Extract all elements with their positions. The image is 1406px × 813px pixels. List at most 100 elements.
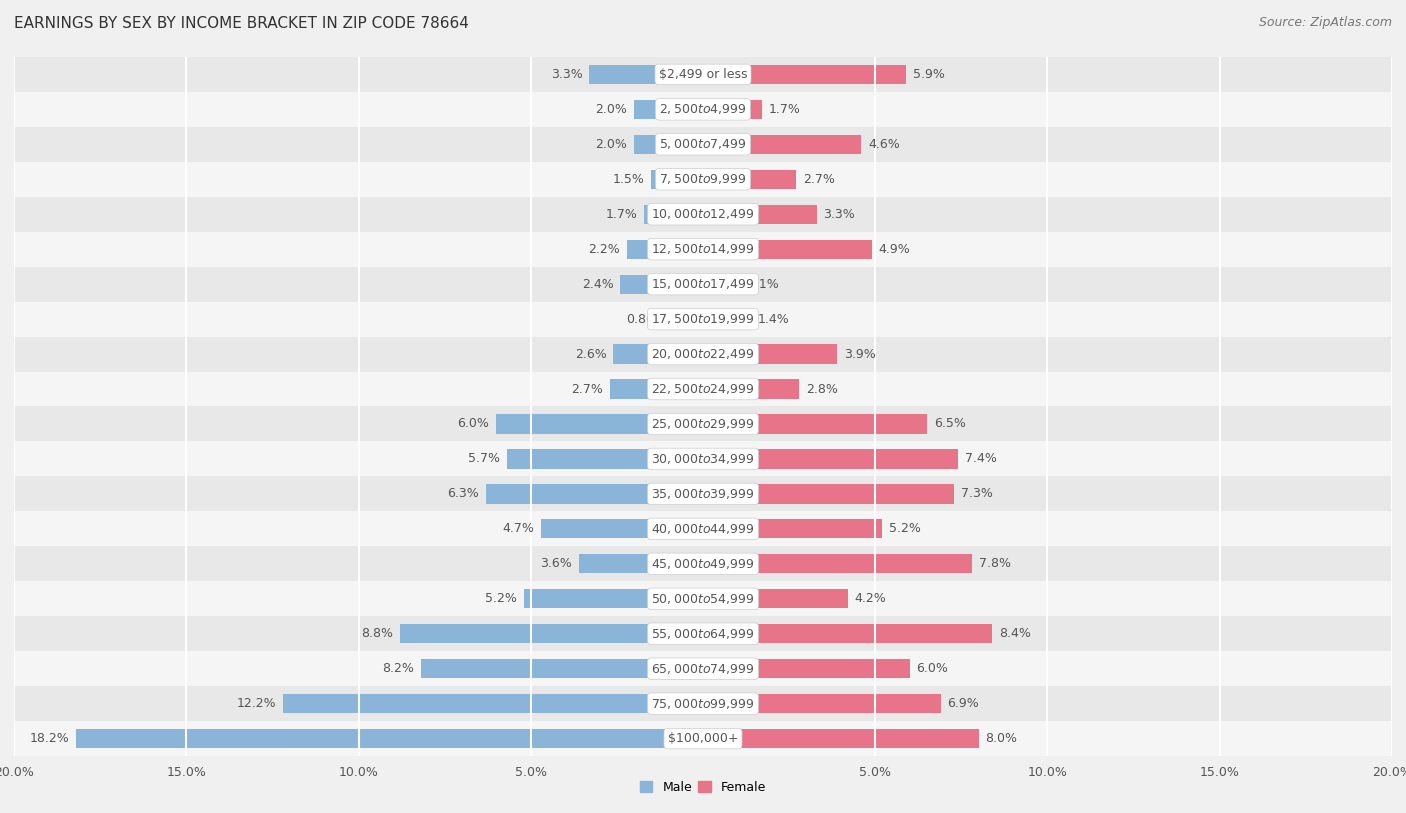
Bar	[14, 581, 1392, 616]
Bar	[14, 476, 1392, 511]
Text: 2.0%: 2.0%	[595, 138, 627, 150]
Bar	[14, 197, 1392, 232]
Text: 4.6%: 4.6%	[869, 138, 900, 150]
Bar	[14, 721, 1392, 756]
Text: 6.5%: 6.5%	[934, 418, 966, 430]
Bar	[703, 345, 838, 363]
Text: 1.7%: 1.7%	[606, 208, 637, 220]
Text: 1.7%: 1.7%	[769, 103, 800, 115]
Text: 7.4%: 7.4%	[965, 453, 997, 465]
Bar	[14, 337, 1392, 372]
Bar	[703, 415, 927, 433]
Bar	[703, 694, 941, 713]
Bar	[486, 485, 703, 503]
Bar	[14, 372, 1392, 406]
Bar	[14, 616, 1392, 651]
Text: $55,000 to $64,999: $55,000 to $64,999	[651, 627, 755, 641]
Bar	[703, 100, 762, 119]
Text: 6.0%: 6.0%	[457, 418, 489, 430]
Text: $15,000 to $17,499: $15,000 to $17,499	[651, 277, 755, 291]
Bar	[14, 162, 1392, 197]
Bar	[703, 135, 862, 154]
Bar	[613, 345, 703, 363]
Text: 4.2%: 4.2%	[855, 593, 886, 605]
Bar	[634, 135, 703, 154]
Bar	[14, 92, 1392, 127]
Bar	[14, 511, 1392, 546]
Text: 8.0%: 8.0%	[986, 733, 1018, 745]
Text: $75,000 to $99,999: $75,000 to $99,999	[651, 697, 755, 711]
Bar	[703, 380, 800, 398]
Text: $100,000+: $100,000+	[668, 733, 738, 745]
Bar	[496, 415, 703, 433]
Bar	[14, 441, 1392, 476]
Text: 2.8%: 2.8%	[807, 383, 838, 395]
Text: $10,000 to $12,499: $10,000 to $12,499	[651, 207, 755, 221]
Text: $17,500 to $19,999: $17,500 to $19,999	[651, 312, 755, 326]
Bar	[399, 624, 703, 643]
Bar	[703, 205, 817, 224]
Bar	[703, 450, 957, 468]
Text: 2.4%: 2.4%	[582, 278, 613, 290]
Bar	[644, 205, 703, 224]
Bar	[651, 170, 703, 189]
Bar	[14, 686, 1392, 721]
Bar	[541, 520, 703, 538]
Text: 3.3%: 3.3%	[824, 208, 855, 220]
Bar	[524, 589, 703, 608]
Bar	[627, 240, 703, 259]
Text: $35,000 to $39,999: $35,000 to $39,999	[651, 487, 755, 501]
Text: 8.8%: 8.8%	[361, 628, 392, 640]
Bar	[703, 554, 972, 573]
Bar	[703, 65, 907, 84]
Bar	[703, 659, 910, 678]
Text: 6.3%: 6.3%	[447, 488, 479, 500]
Text: $22,500 to $24,999: $22,500 to $24,999	[651, 382, 755, 396]
Text: $2,499 or less: $2,499 or less	[659, 68, 747, 80]
Text: 4.7%: 4.7%	[502, 523, 534, 535]
Bar	[703, 310, 751, 328]
Bar	[76, 729, 703, 748]
Text: $12,500 to $14,999: $12,500 to $14,999	[651, 242, 755, 256]
Bar	[703, 624, 993, 643]
Bar	[14, 127, 1392, 162]
Bar	[14, 406, 1392, 441]
Text: 18.2%: 18.2%	[30, 733, 69, 745]
Text: 2.0%: 2.0%	[595, 103, 627, 115]
Text: $2,500 to $4,999: $2,500 to $4,999	[659, 102, 747, 116]
Bar	[14, 546, 1392, 581]
Bar	[14, 232, 1392, 267]
Text: 3.6%: 3.6%	[540, 558, 572, 570]
Bar	[14, 267, 1392, 302]
Text: 12.2%: 12.2%	[236, 698, 276, 710]
Text: 2.6%: 2.6%	[575, 348, 606, 360]
Text: 7.3%: 7.3%	[962, 488, 993, 500]
Text: 6.9%: 6.9%	[948, 698, 980, 710]
Bar	[14, 651, 1392, 686]
Bar	[420, 659, 703, 678]
Text: 5.2%: 5.2%	[889, 523, 921, 535]
Bar	[589, 65, 703, 84]
Text: $40,000 to $44,999: $40,000 to $44,999	[651, 522, 755, 536]
Text: $20,000 to $22,499: $20,000 to $22,499	[651, 347, 755, 361]
Bar	[673, 310, 703, 328]
Text: 8.2%: 8.2%	[382, 663, 413, 675]
Text: 1.4%: 1.4%	[758, 313, 790, 325]
Text: $30,000 to $34,999: $30,000 to $34,999	[651, 452, 755, 466]
Text: Source: ZipAtlas.com: Source: ZipAtlas.com	[1258, 16, 1392, 29]
Bar	[14, 57, 1392, 92]
Text: 2.7%: 2.7%	[803, 173, 835, 185]
Text: $7,500 to $9,999: $7,500 to $9,999	[659, 172, 747, 186]
Text: 4.9%: 4.9%	[879, 243, 911, 255]
Text: 8.4%: 8.4%	[1000, 628, 1031, 640]
Text: 3.9%: 3.9%	[844, 348, 876, 360]
Bar	[703, 170, 796, 189]
Bar	[579, 554, 703, 573]
Bar	[283, 694, 703, 713]
Text: 3.3%: 3.3%	[551, 68, 582, 80]
Bar	[14, 302, 1392, 337]
Text: $5,000 to $7,499: $5,000 to $7,499	[659, 137, 747, 151]
Text: EARNINGS BY SEX BY INCOME BRACKET IN ZIP CODE 78664: EARNINGS BY SEX BY INCOME BRACKET IN ZIP…	[14, 16, 470, 31]
Text: 6.0%: 6.0%	[917, 663, 949, 675]
Text: $65,000 to $74,999: $65,000 to $74,999	[651, 662, 755, 676]
